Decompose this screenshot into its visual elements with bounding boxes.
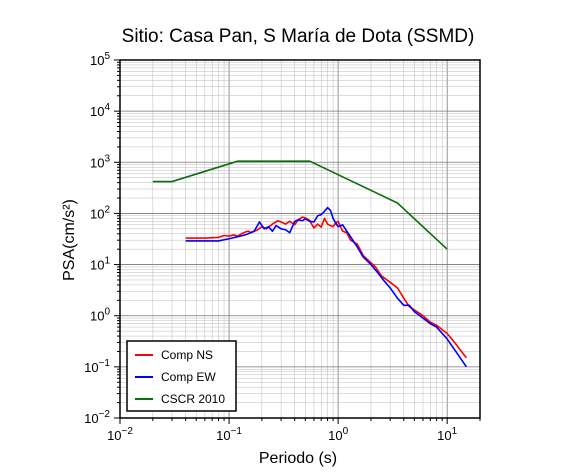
y-tick-label: 102 (90, 204, 110, 221)
y-axis-label: PSA(cm/s²) (61, 199, 78, 281)
tick-labels: 10−2 10−1 100 101 10−2 10−1 100 101 102 103 104 105 (84, 51, 457, 443)
legend-label-comp-ew: Comp EW (161, 370, 216, 384)
y-tick-label: 101 (90, 256, 110, 273)
y-tick-label: 100 (90, 307, 110, 324)
grid (119, 59, 481, 419)
y-tick-label: 103 (90, 153, 110, 170)
y-tick-label: 104 (90, 102, 110, 119)
x-tick-label: 101 (437, 426, 457, 443)
legend-label-comp-ns: Comp NS (161, 348, 213, 362)
x-tick-label: 100 (328, 426, 348, 443)
series-line-comp-ew (185, 206, 468, 368)
series-layer (152, 160, 468, 368)
series-line-comp-ns (185, 216, 468, 359)
chart-title: Sitio: Casa Pan, S María de Dota (SSMD) (122, 26, 475, 47)
y-tick-label: 10−2 (84, 409, 110, 426)
x-axis-label: Periodo (s) (259, 450, 337, 467)
x-tick-label: 10−1 (216, 426, 242, 443)
axis-ticks (114, 59, 481, 424)
plot-frame (119, 59, 481, 419)
y-tick-label: 10−1 (84, 358, 110, 375)
series-line-cscr-2010 (152, 160, 448, 250)
x-tick-label: 10−2 (107, 426, 133, 443)
legend: Comp NS Comp EW CSCR 2010 (126, 340, 237, 412)
y-tick-label: 105 (90, 51, 110, 68)
legend-label-cscr-2010: CSCR 2010 (161, 392, 225, 406)
